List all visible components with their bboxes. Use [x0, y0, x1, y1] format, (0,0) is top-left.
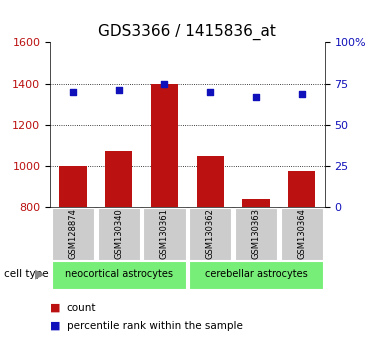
Point — [116, 87, 122, 93]
FancyBboxPatch shape — [144, 208, 186, 260]
Bar — [105, 150, 132, 207]
Text: neocortical astrocytes: neocortical astrocytes — [65, 269, 173, 279]
FancyBboxPatch shape — [235, 208, 277, 260]
FancyBboxPatch shape — [52, 261, 186, 289]
Text: GSM128874: GSM128874 — [69, 208, 78, 259]
FancyBboxPatch shape — [98, 208, 140, 260]
Text: ▶: ▶ — [35, 268, 44, 281]
Bar — [197, 156, 224, 207]
Text: GSM130340: GSM130340 — [114, 208, 123, 259]
Point — [253, 94, 259, 99]
Text: ■: ■ — [50, 321, 60, 331]
Text: GSM130363: GSM130363 — [252, 208, 260, 259]
Text: GSM130362: GSM130362 — [206, 208, 215, 259]
FancyBboxPatch shape — [52, 208, 94, 260]
FancyBboxPatch shape — [189, 261, 323, 289]
FancyBboxPatch shape — [281, 208, 323, 260]
Bar — [151, 84, 178, 207]
Point — [70, 89, 76, 95]
Text: cerebellar astrocytes: cerebellar astrocytes — [205, 269, 307, 279]
Text: ■: ■ — [50, 303, 60, 313]
Title: GDS3366 / 1415836_at: GDS3366 / 1415836_at — [98, 23, 276, 40]
Text: percentile rank within the sample: percentile rank within the sample — [67, 321, 243, 331]
Bar — [242, 199, 270, 207]
Bar — [288, 171, 315, 207]
FancyBboxPatch shape — [189, 208, 231, 260]
Point — [161, 81, 167, 86]
Text: cell type: cell type — [4, 269, 48, 279]
Text: GSM130364: GSM130364 — [297, 208, 306, 259]
Point — [207, 89, 213, 95]
Point — [299, 91, 305, 96]
Bar — [59, 166, 87, 207]
Text: count: count — [67, 303, 96, 313]
Text: GSM130361: GSM130361 — [160, 208, 169, 259]
